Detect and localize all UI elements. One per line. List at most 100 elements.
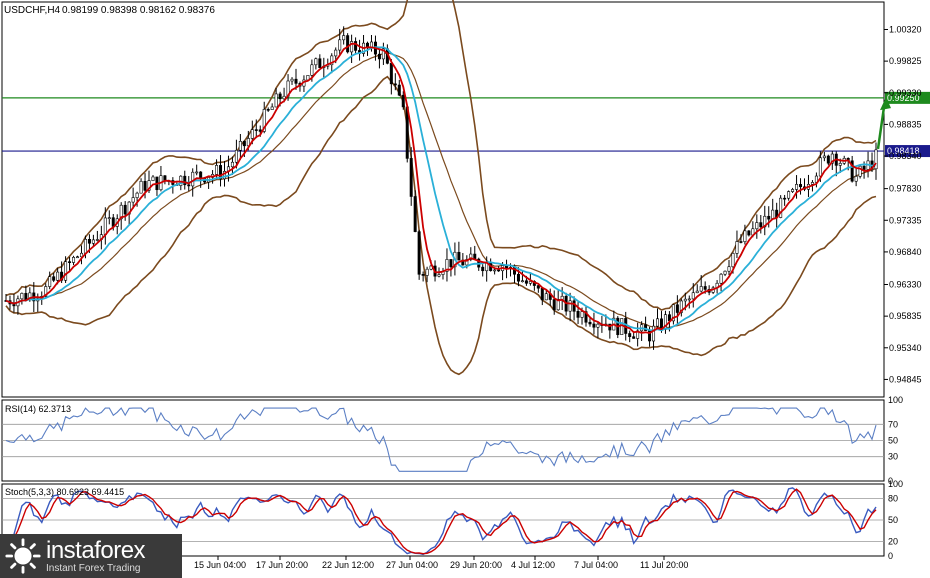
- stoch-tick-label: 0: [888, 551, 893, 561]
- candle-body: [401, 94, 405, 108]
- candle-body: [409, 158, 413, 197]
- candle-body: [826, 155, 830, 164]
- candle-body: [739, 241, 743, 243]
- candle-body: [123, 204, 127, 215]
- candle-body: [377, 53, 381, 60]
- candle-body: [421, 274, 425, 276]
- candle-body: [52, 276, 56, 281]
- candle-body: [731, 253, 735, 268]
- panel-frame: [1, 1, 885, 398]
- chart-header-symbol: USDCHF,H4: [4, 5, 61, 16]
- candle-body: [24, 293, 28, 301]
- candle-body: [719, 273, 723, 284]
- logo-name: instaforex: [46, 536, 146, 564]
- candle-body: [266, 109, 270, 111]
- candle-body: [195, 171, 199, 174]
- candle-body: [290, 78, 294, 82]
- candle-body: [799, 184, 803, 188]
- candle-body: [524, 280, 528, 284]
- candle-body: [318, 58, 322, 68]
- candle-body: [135, 192, 139, 198]
- candle-body: [540, 287, 544, 301]
- candle-body: [795, 184, 799, 190]
- candle-body: [469, 253, 473, 260]
- candle-body: [671, 304, 675, 322]
- rsi-tick-label: 0: [888, 476, 893, 486]
- candle-body: [695, 290, 699, 294]
- price-tick-label: 0.99825: [889, 56, 922, 66]
- candle-body: [254, 129, 258, 131]
- candle-body: [588, 321, 592, 325]
- candle-body: [791, 189, 795, 192]
- price-tick-label: 0.98835: [889, 119, 922, 129]
- logo-tagline: Instant Forex Trading: [46, 562, 141, 574]
- candle-body: [72, 257, 76, 263]
- candle-body: [278, 93, 282, 100]
- candle-body: [425, 268, 429, 276]
- candle-body: [656, 318, 660, 327]
- rsi-tick-label: 100: [888, 395, 903, 405]
- candle-body: [771, 209, 775, 220]
- candle-body: [87, 238, 91, 244]
- candle-body: [183, 175, 187, 186]
- target-arrow-head: [880, 97, 891, 111]
- candle-body: [250, 129, 254, 139]
- candle-body: [787, 191, 791, 199]
- candle-body: [262, 109, 266, 132]
- candle-body: [481, 266, 485, 272]
- candle-body: [95, 239, 99, 241]
- candle-body: [723, 270, 727, 275]
- candle-body: [520, 280, 524, 283]
- bollinger-middle: [5, 52, 877, 329]
- price-level-tag: [885, 145, 930, 158]
- time-label: 27 Jun 04:00: [386, 560, 438, 570]
- candle-body: [397, 84, 401, 96]
- candle-body: [215, 165, 219, 175]
- rsi-line: [5, 407, 877, 472]
- candle-body: [628, 333, 632, 338]
- time-label: 11 Jul 20:00: [640, 560, 688, 570]
- candle-body: [199, 171, 203, 179]
- candle-body: [151, 176, 155, 181]
- candle-body: [830, 153, 834, 164]
- candle-body: [310, 64, 314, 76]
- candle-body: [632, 336, 636, 339]
- candle-body: [68, 261, 72, 263]
- candle-body: [759, 222, 763, 228]
- rsi-label: RSI(14) 62.3713: [5, 404, 71, 414]
- time-label: 15 Jun 04:00: [194, 560, 246, 570]
- candle-body: [48, 276, 52, 287]
- candle-body: [445, 259, 449, 272]
- price-tick-label: 0.98340: [889, 151, 922, 161]
- candle-body: [683, 298, 687, 302]
- time-label: 29 Jun 20:00: [450, 560, 502, 570]
- stoch-tick-label: 50: [888, 515, 898, 525]
- candle-body: [580, 311, 584, 318]
- stoch-tick-label: 20: [888, 537, 898, 547]
- candle-body: [282, 95, 286, 100]
- candle-body: [850, 160, 854, 182]
- stoch-label: Stoch(5,3,3) 80.6923 69.4415: [5, 487, 124, 497]
- candle-body: [497, 269, 501, 272]
- candle-body: [767, 215, 771, 220]
- candle-body: [810, 182, 814, 185]
- candle-body: [652, 325, 656, 342]
- candles: [4, 26, 878, 350]
- candle-body: [20, 293, 24, 300]
- candle-body: [413, 196, 417, 232]
- candle-body: [854, 176, 858, 182]
- candle-body: [584, 311, 588, 323]
- price-level-label: 0.99250: [887, 93, 920, 103]
- candle-body: [544, 293, 548, 301]
- candle-body: [76, 256, 80, 259]
- candle-body: [493, 269, 497, 272]
- candle-body: [79, 252, 83, 258]
- candle-body: [437, 274, 441, 277]
- stoch-tick-label: 80: [888, 493, 898, 503]
- candle-body: [874, 149, 878, 170]
- candle-body: [755, 222, 759, 230]
- candle-body: [350, 41, 354, 53]
- candle-body: [822, 155, 826, 159]
- candle-body: [381, 48, 385, 60]
- bollinger-lower: [5, 75, 877, 376]
